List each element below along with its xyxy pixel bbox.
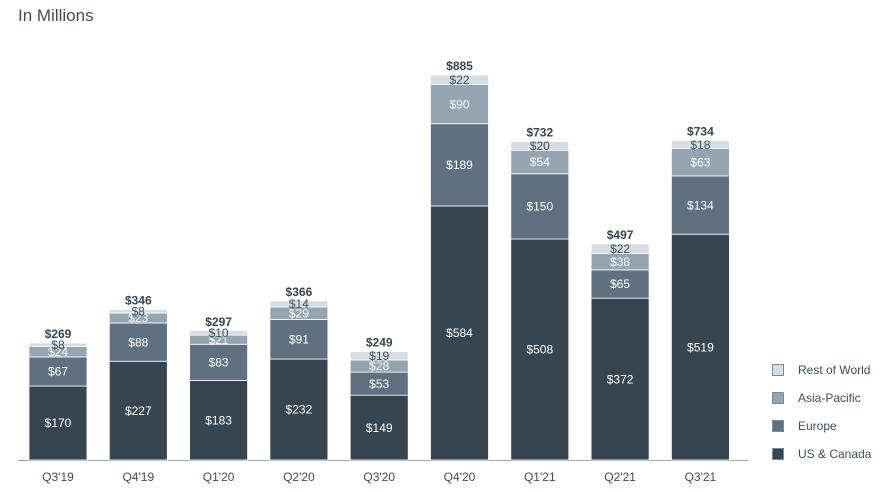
total-label-q3-19: $269 [45, 327, 72, 341]
bar-segment-rest-of-world-q1-21 [510, 141, 570, 151]
data-label-rest-of-world-q2-21: $22 [610, 242, 630, 256]
bar-segment-rest-of-world-q4-19 [108, 309, 168, 314]
data-label-us-canada-q1-20: $183 [205, 413, 232, 427]
legend-swatch-us-canada [772, 448, 784, 460]
bar-segment-europe-q2-20 [269, 319, 329, 360]
data-label-asia-pacific-q1-20: $21 [209, 333, 229, 347]
bar-segment-asia-pacific-q4-20 [430, 84, 489, 125]
x-tick-label-q4-19: Q4'19 [122, 470, 154, 484]
legend-label-us-canada: US & Canada [798, 447, 872, 461]
legend-label-europe: Europe [798, 419, 837, 433]
bar-segment-europe-q3-21 [671, 175, 730, 235]
data-label-asia-pacific-q2-20: $29 [289, 306, 309, 320]
data-label-rest-of-world-q3-19: $8 [51, 338, 65, 352]
x-tick-label-q3-19: Q3'19 [42, 470, 74, 484]
data-label-asia-pacific-q3-21: $63 [690, 155, 710, 169]
total-label-q4-19: $346 [125, 293, 152, 307]
data-label-us-canada-q4-19: $227 [125, 404, 152, 418]
bar-segment-rest-of-world-q3-20 [349, 351, 409, 361]
data-label-us-canada-q2-20: $232 [286, 403, 313, 417]
data-label-asia-pacific-q3-19: $24 [48, 345, 68, 359]
bar-segment-us-canada-q1-20 [189, 379, 249, 461]
data-label-us-canada-q3-19: $170 [45, 416, 72, 430]
bar-segment-rest-of-world-q2-21 [590, 243, 650, 254]
legend-swatch-rest-of-world [772, 364, 784, 376]
legend-swatch-europe [772, 420, 784, 432]
legend-item-rest-of-world: Rest of World [772, 356, 871, 384]
x-tick-label-q2-20: Q2'20 [283, 470, 315, 484]
data-label-europe-q3-21: $134 [687, 198, 714, 212]
total-label-q2-20: $366 [286, 285, 313, 299]
data-label-us-canada-q3-20: $149 [366, 421, 393, 435]
legend-item-us-canada: US & Canada [772, 440, 871, 468]
legend-swatch-asia-pacific [772, 392, 784, 404]
data-label-us-canada-q1-21: $508 [526, 343, 553, 357]
legend-label-asia-pacific: Asia-Pacific [798, 391, 861, 405]
data-label-asia-pacific-q1-21: $54 [530, 155, 550, 169]
bar-segment-rest-of-world-q2-20 [269, 300, 329, 308]
bar-segment-us-canada-q4-20 [430, 205, 489, 461]
bar-segment-us-canada-q2-21 [590, 297, 650, 461]
total-label-q1-20: $297 [205, 315, 232, 329]
data-label-rest-of-world-q4-20: $22 [449, 73, 469, 87]
data-label-us-canada-q4-20: $584 [446, 326, 473, 340]
bar-segment-us-canada-q3-20 [349, 394, 409, 461]
x-tick-label-q3-20: Q3'20 [363, 470, 395, 484]
bar-segment-europe-q4-20 [430, 123, 489, 207]
data-label-asia-pacific-q2-21: $38 [610, 255, 630, 269]
total-label-q3-20: $249 [366, 336, 393, 350]
bar-segment-europe-q3-19 [28, 356, 88, 387]
bar-segment-rest-of-world-q1-20 [189, 330, 249, 336]
total-label-q1-21: $732 [526, 126, 553, 140]
legend-item-europe: Europe [772, 412, 871, 440]
data-label-europe-q4-19: $88 [128, 335, 148, 349]
unit-label: In Millions [18, 6, 94, 25]
bar-segment-rest-of-world-q4-20 [430, 74, 489, 85]
total-label-q2-21: $497 [607, 228, 634, 242]
data-label-asia-pacific-q3-20: $28 [369, 359, 389, 373]
data-label-europe-q4-20: $189 [446, 158, 473, 172]
legend: Rest of World Asia-Pacific Europe US & C… [772, 356, 871, 468]
data-label-us-canada-q2-21: $372 [607, 372, 634, 386]
data-label-europe-q1-21: $150 [526, 200, 553, 214]
data-label-rest-of-world-q3-20: $19 [369, 349, 389, 363]
bar-segment-us-canada-q3-21 [671, 233, 730, 461]
data-label-europe-q2-20: $91 [289, 332, 309, 346]
data-label-rest-of-world-q4-19: $8 [132, 304, 146, 318]
x-tick-label-q2-21: Q2'21 [604, 470, 636, 484]
bar-segment-rest-of-world-q3-21 [671, 140, 730, 149]
x-tick-label-q4-20: Q4'20 [444, 470, 476, 484]
data-label-asia-pacific-q4-20: $90 [449, 97, 469, 111]
bar-segment-asia-pacific-q3-21 [671, 148, 730, 177]
total-label-q4-20: $885 [446, 59, 473, 73]
bar-segment-us-canada-q1-21 [510, 238, 570, 461]
x-tick-label-q1-20: Q1'20 [203, 470, 235, 484]
data-label-europe-q2-21: $65 [610, 277, 630, 291]
total-label-q3-21: $734 [687, 125, 714, 139]
data-label-europe-q3-20: $53 [369, 377, 389, 391]
data-label-asia-pacific-q4-19: $23 [128, 311, 148, 325]
data-label-europe-q1-20: $83 [209, 356, 229, 370]
data-label-rest-of-world-q1-20: $10 [209, 326, 229, 340]
bar-segment-europe-q1-21 [510, 173, 570, 240]
data-label-us-canada-q3-21: $519 [687, 340, 714, 354]
data-label-rest-of-world-q3-21: $18 [690, 138, 710, 152]
x-tick-label-q1-21: Q1'21 [524, 470, 556, 484]
x-tick-label-q3-21: Q3'21 [685, 470, 717, 484]
data-label-rest-of-world-q2-20: $14 [289, 297, 309, 311]
data-label-europe-q3-19: $67 [48, 365, 68, 379]
data-label-rest-of-world-q1-21: $20 [530, 139, 550, 153]
bar-segment-us-canada-q3-19 [28, 385, 88, 461]
bar-segment-rest-of-world-q3-19 [28, 342, 88, 347]
bar-segment-europe-q1-20 [189, 343, 249, 381]
bar-segment-us-canada-q2-20 [269, 358, 329, 461]
legend-item-asia-pacific: Asia-Pacific [772, 384, 871, 412]
legend-label-rest-of-world: Rest of World [798, 363, 871, 377]
